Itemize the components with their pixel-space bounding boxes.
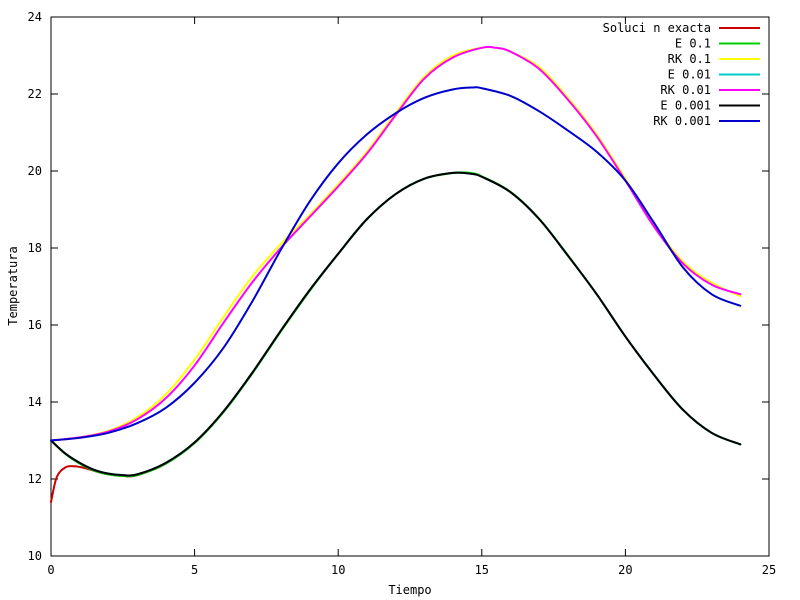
x-tick-label: 5 xyxy=(191,563,198,577)
x-tick-label: 25 xyxy=(762,563,776,577)
series-line-e-0-01 xyxy=(50,171,742,477)
series-line-rk-0-01 xyxy=(50,45,742,442)
y-tick-label: 10 xyxy=(28,549,42,563)
x-tick-label: 20 xyxy=(618,563,632,577)
legend-label-rk-0-001: RK 0.001 xyxy=(653,114,711,128)
series-line-rk-0-001 xyxy=(50,86,742,442)
legend-label-e-0-1: E 0.1 xyxy=(675,37,711,51)
y-tick-label: 14 xyxy=(28,395,42,409)
legend-label-soluci-n-exacta: Soluci n exacta xyxy=(603,21,711,35)
y-tick-label: 12 xyxy=(28,472,42,486)
series-lines xyxy=(50,45,742,504)
x-axis: 0 5 10 15 20 25 xyxy=(47,17,776,577)
x-tick-label: 10 xyxy=(331,563,345,577)
y-tick-label: 22 xyxy=(28,87,42,101)
y-tick-label: 24 xyxy=(28,10,42,24)
y-axis-label: Temperatura xyxy=(6,246,20,325)
y-tick-label: 18 xyxy=(28,241,42,255)
legend-label-e-0-001: E 0.001 xyxy=(660,99,711,113)
legend-label-rk-0-1: RK 0.1 xyxy=(668,52,711,66)
series-line-e-0-1 xyxy=(50,171,742,478)
legend-label-e-0-01: E 0.01 xyxy=(668,68,711,82)
series-line-e-0-001 xyxy=(50,171,742,477)
x-axis-label: Tiempo xyxy=(388,583,431,597)
series-line-rk-0-1 xyxy=(50,46,742,442)
y-axis: 10 12 14 16 18 20 22 24 xyxy=(28,10,769,563)
series-line-soluci-n-exacta xyxy=(50,171,742,504)
y-tick-label: 20 xyxy=(28,164,42,178)
x-tick-label: 0 xyxy=(47,563,54,577)
legend-label-rk-0-01: RK 0.01 xyxy=(660,83,711,97)
y-tick-label: 16 xyxy=(28,318,42,332)
x-tick-label: 15 xyxy=(475,563,489,577)
plot-frame xyxy=(50,16,770,557)
